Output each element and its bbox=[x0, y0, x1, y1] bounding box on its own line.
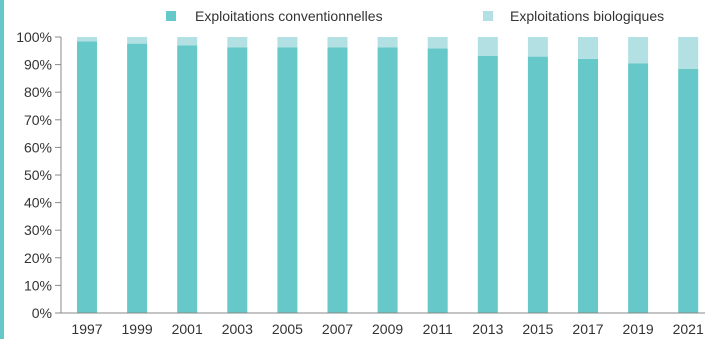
bar-biologiques-2007 bbox=[327, 37, 348, 48]
bar-biologiques-2009 bbox=[377, 37, 398, 48]
bar-conventionnelles-2011 bbox=[427, 48, 448, 313]
y-tick-label: 20% bbox=[24, 250, 52, 266]
y-tick-label: 60% bbox=[24, 139, 52, 155]
x-tick-label: 2011 bbox=[423, 321, 453, 337]
x-tick-label: 2009 bbox=[372, 321, 403, 337]
x-tick-label: 2005 bbox=[272, 321, 303, 337]
x-tick-label: 2007 bbox=[322, 321, 353, 337]
y-tick-label: 30% bbox=[24, 222, 52, 238]
x-tick-label: 2001 bbox=[172, 321, 203, 337]
bar-biologiques-2021 bbox=[678, 37, 699, 70]
bar-conventionnelles-2021 bbox=[678, 69, 699, 314]
bar-conventionnelles-1997 bbox=[77, 41, 97, 313]
bar-biologiques-2011 bbox=[427, 37, 448, 49]
bars bbox=[77, 37, 699, 314]
y-tick-label: 50% bbox=[24, 167, 52, 183]
x-tick-label: 2003 bbox=[222, 321, 253, 337]
bar-biologiques-2017 bbox=[578, 37, 598, 59]
y-tick-label: 100% bbox=[16, 29, 52, 45]
bar-conventionnelles-2001 bbox=[177, 45, 198, 313]
legend-swatch-biologiques bbox=[483, 11, 493, 21]
x-tick-label: 2015 bbox=[522, 321, 553, 337]
bar-biologiques-2005 bbox=[277, 37, 298, 48]
bar-conventionnelles-2003 bbox=[227, 47, 248, 313]
bar-conventionnelles-2009 bbox=[377, 47, 398, 313]
bar-biologiques-2019 bbox=[628, 37, 649, 64]
x-tick-label: 1999 bbox=[122, 321, 153, 337]
legend-swatch-conventionnelles bbox=[166, 11, 176, 21]
bar-biologiques-1997 bbox=[77, 37, 97, 42]
bar-biologiques-2003 bbox=[227, 37, 248, 48]
bar-conventionnelles-2007 bbox=[327, 47, 348, 313]
y-tick-label: 40% bbox=[24, 195, 52, 211]
bar-biologiques-2001 bbox=[177, 37, 198, 46]
y-axis: 0% 10% 20% 30% 40% 50% 60% 70% 80% 90% 100% bbox=[16, 29, 62, 321]
bar-conventionnelles-2017 bbox=[578, 58, 598, 313]
legend: Exploitations conventionnelles Exploitat… bbox=[166, 8, 664, 24]
y-tick-label: 0% bbox=[32, 305, 52, 321]
x-tick-label: 2013 bbox=[472, 321, 503, 337]
x-tick-label: 2021 bbox=[673, 321, 704, 337]
y-tick-label: 90% bbox=[24, 57, 52, 73]
y-tick-label: 10% bbox=[24, 277, 52, 293]
x-axis: 1997 1999 2001 2003 2005 2007 2009 2011 2013 2015… bbox=[61, 312, 705, 337]
legend-label-conventionnelles: Exploitations conventionnelles bbox=[195, 8, 383, 24]
y-tick-label: 70% bbox=[24, 112, 52, 128]
bar-conventionnelles-2019 bbox=[628, 63, 649, 313]
x-tick-label: 2017 bbox=[572, 321, 603, 337]
bar-conventionnelles-2005 bbox=[277, 47, 298, 313]
y-tick-label: 80% bbox=[24, 84, 52, 100]
bar-biologiques-1999 bbox=[127, 37, 148, 44]
left-accent-bar bbox=[0, 0, 4, 339]
bar-conventionnelles-2013 bbox=[477, 55, 498, 313]
legend-label-biologiques: Exploitations biologiques bbox=[510, 8, 664, 24]
bar-biologiques-2015 bbox=[527, 37, 548, 57]
x-tick-label: 1997 bbox=[71, 321, 102, 337]
bar-conventionnelles-1999 bbox=[127, 43, 148, 314]
x-tick-label: 2019 bbox=[623, 321, 654, 337]
bar-biologiques-2013 bbox=[477, 37, 498, 56]
bar-conventionnelles-2015 bbox=[527, 56, 548, 313]
